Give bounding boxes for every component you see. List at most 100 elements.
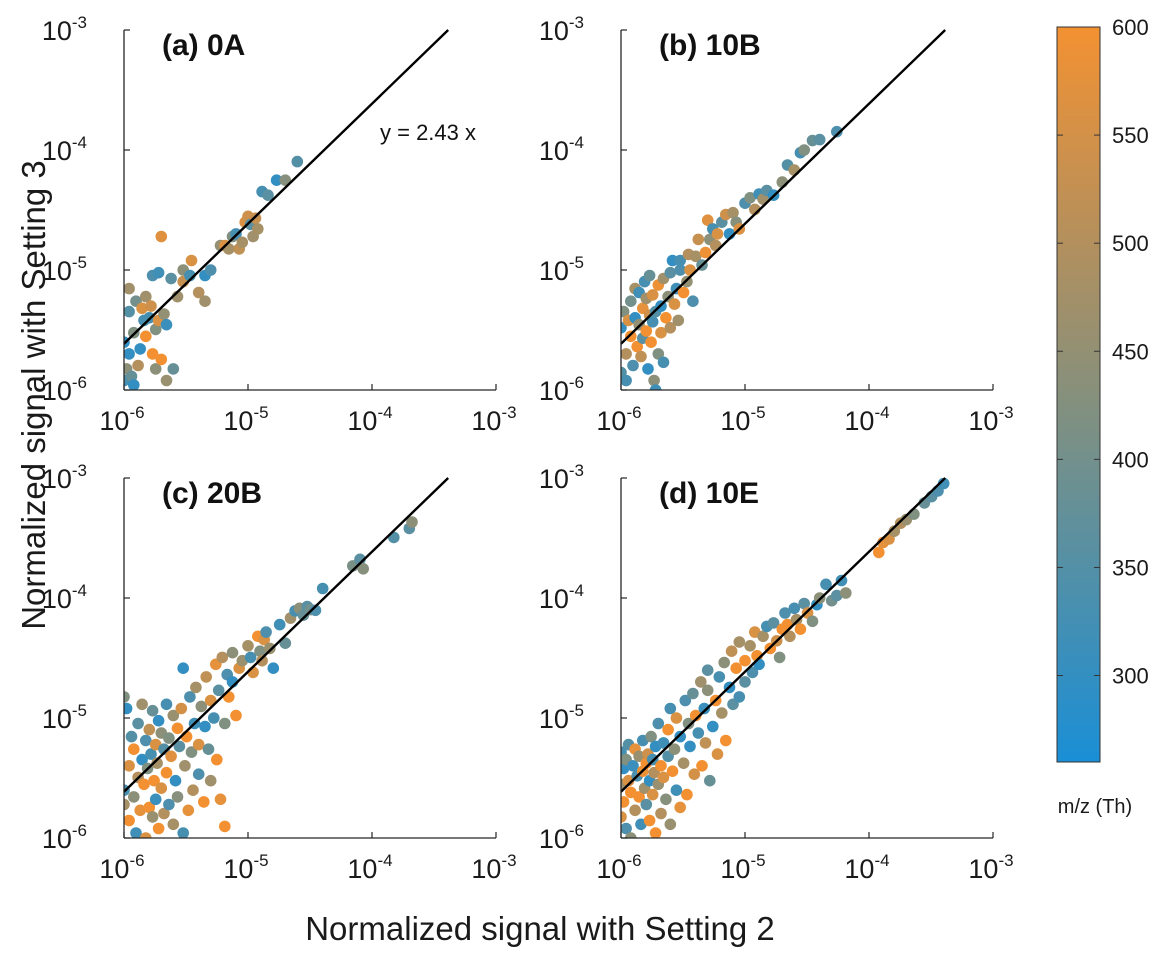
scatter-point bbox=[160, 374, 173, 387]
x-tick-label: 10-6 bbox=[596, 403, 641, 436]
scatter-point bbox=[192, 738, 205, 751]
scatter-point bbox=[132, 717, 144, 730]
scatter-point bbox=[242, 640, 254, 652]
scatter-point bbox=[192, 286, 205, 299]
scatter-point bbox=[169, 774, 182, 787]
fit-line bbox=[123, 29, 450, 345]
scatter-point bbox=[696, 760, 708, 772]
panel-title: (c) 20B bbox=[162, 477, 262, 510]
scatter-point bbox=[211, 753, 223, 766]
scatter-point bbox=[657, 737, 670, 749]
scatter-point bbox=[660, 793, 672, 806]
scatter-point bbox=[746, 666, 759, 679]
fit-line bbox=[123, 477, 450, 793]
y-tick-label: 10-4 bbox=[539, 581, 584, 614]
scatter-point bbox=[177, 662, 189, 674]
colorbar-tick-label: 500 bbox=[1112, 231, 1149, 256]
scatter-point bbox=[140, 734, 152, 747]
scatter-point bbox=[262, 189, 274, 201]
scatter-point bbox=[160, 766, 173, 779]
scatter-point bbox=[668, 743, 681, 755]
scatter-point bbox=[251, 223, 264, 235]
scatter-point bbox=[674, 254, 686, 267]
scatter-point bbox=[674, 264, 686, 276]
scatter-point bbox=[684, 740, 696, 753]
scatter-point bbox=[640, 325, 653, 337]
scatter-point bbox=[689, 709, 702, 722]
scatter-point bbox=[666, 765, 679, 777]
scatter-point bbox=[635, 350, 647, 363]
scatter-point bbox=[711, 748, 724, 760]
scatter-point bbox=[790, 613, 803, 626]
colorbar-tick-label: 300 bbox=[1112, 664, 1149, 689]
scatter-point bbox=[230, 709, 242, 722]
scatter-point bbox=[831, 125, 843, 138]
scatter-point bbox=[167, 709, 180, 722]
scatter-point bbox=[633, 791, 645, 803]
scatter-point bbox=[704, 774, 716, 787]
colorbar-tick-label: 450 bbox=[1112, 339, 1149, 364]
scatter-point bbox=[672, 314, 685, 327]
scatter-point bbox=[652, 717, 665, 730]
scatter-point bbox=[140, 290, 152, 303]
scatter-point bbox=[733, 636, 746, 648]
scatter-point bbox=[813, 133, 826, 146]
x-tick-label: 10-6 bbox=[99, 851, 144, 884]
x-tick-label: 10-5 bbox=[720, 851, 765, 884]
scatter-point bbox=[757, 630, 769, 643]
scatter-point bbox=[130, 827, 142, 838]
scatter-point bbox=[152, 822, 165, 835]
scatter-point bbox=[655, 326, 667, 339]
scatter-point bbox=[219, 717, 231, 730]
scatter-point bbox=[707, 720, 719, 733]
scatter-point bbox=[187, 784, 199, 796]
x-tick-label: 10-4 bbox=[347, 403, 392, 436]
scatter-point bbox=[646, 316, 659, 328]
panel-title: (d) 10E bbox=[659, 477, 759, 510]
scatter-point bbox=[645, 336, 657, 349]
scatter-point bbox=[200, 671, 212, 683]
scatter-point bbox=[692, 727, 705, 739]
scatter-point bbox=[773, 651, 786, 664]
scatter-point bbox=[279, 637, 292, 649]
scatter-point bbox=[256, 654, 268, 667]
colorbar: 300 350 400 450 500 550 600 m/z (Th) bbox=[1056, 15, 1149, 818]
scatter-point bbox=[831, 589, 843, 602]
scatter-point bbox=[679, 694, 692, 707]
scatter-point bbox=[357, 563, 370, 575]
colorbar-ticks: 300 350 400 450 500 550 600 bbox=[1057, 15, 1149, 689]
scatter-point bbox=[124, 702, 133, 715]
scatter-point bbox=[138, 778, 150, 791]
scatter-point bbox=[195, 700, 208, 713]
scatter-point bbox=[664, 818, 677, 831]
x-tick-label: 10-4 bbox=[347, 851, 392, 884]
scatter-point bbox=[798, 144, 810, 156]
y-tick-label: 10-5 bbox=[539, 701, 584, 734]
y-tick-label: 10-5 bbox=[539, 253, 584, 286]
scatter-point bbox=[155, 230, 168, 243]
scatter-point bbox=[146, 704, 159, 717]
scatter-point bbox=[125, 730, 138, 743]
scatter-point bbox=[627, 760, 639, 772]
scatter-point bbox=[682, 717, 695, 730]
scatter-point bbox=[664, 322, 677, 334]
x-tick-label: 10-4 bbox=[844, 851, 889, 884]
y-tick-label: 10-6 bbox=[539, 821, 584, 854]
scatter-point bbox=[125, 370, 138, 383]
scatter-point bbox=[668, 298, 681, 310]
scatter-point bbox=[128, 791, 140, 803]
x-tick-label: 10-3 bbox=[968, 851, 1013, 884]
scatter-point bbox=[688, 768, 701, 780]
scatter-point bbox=[621, 348, 632, 360]
scatter-point bbox=[788, 602, 801, 615]
scatter-point bbox=[727, 206, 739, 219]
scatter-point bbox=[677, 286, 690, 299]
scatter-points bbox=[621, 125, 843, 390]
y-axis-title: Normalized signal with Setting 3 bbox=[15, 160, 52, 630]
scatter-point bbox=[687, 687, 699, 700]
scatter-point bbox=[642, 363, 654, 375]
y-tick-label: 10-6 bbox=[42, 821, 87, 854]
scatter-point bbox=[132, 359, 144, 372]
x-axis-title: Normalized signal with Setting 2 bbox=[305, 910, 775, 947]
scatter-point bbox=[701, 664, 714, 676]
